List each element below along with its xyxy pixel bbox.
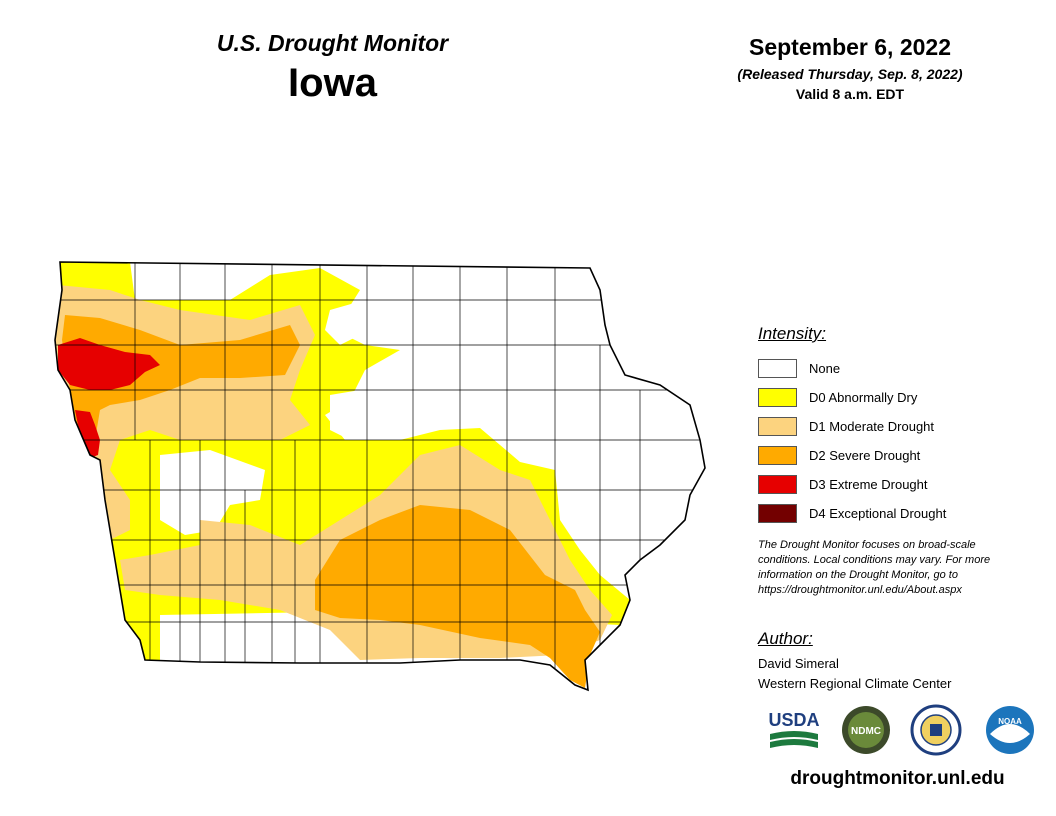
legend-item-d3: D3 Extreme Drought	[758, 470, 1048, 499]
date-block: September 6, 2022 (Released Thursday, Se…	[700, 34, 1000, 102]
ndmc-logo-text: NDMC	[851, 726, 881, 737]
legend-heading: Intensity:	[758, 324, 827, 343]
legend-label-d0: D0 Abnormally Dry	[809, 390, 918, 405]
legend: Intensity: None D0 Abnormally Dry D1 Mod…	[758, 324, 1048, 528]
legend-swatch-d4	[758, 504, 797, 523]
commerce-seal-logo	[910, 704, 962, 756]
partner-logos: USDA NDMC NOAA	[766, 704, 1046, 762]
note-link[interactable]: https://droughtmonitor.unl.edu/About.asp…	[758, 584, 962, 596]
d2-zone-southeast	[315, 505, 600, 688]
ndmc-logo: NDMC	[842, 706, 890, 754]
title-block: U.S. Drought Monitor Iowa	[190, 30, 475, 106]
author-name: David Simeral	[758, 656, 839, 671]
noaa-logo-text: NOAA	[998, 717, 1022, 726]
none-hole-north	[325, 300, 365, 345]
state-title: Iowa	[288, 61, 377, 105]
legend-item-none: None	[758, 354, 1048, 383]
footer-url[interactable]: droughtmonitor.unl.edu	[790, 768, 1005, 789]
legend-label-d1: D1 Moderate Drought	[809, 419, 935, 434]
legend-swatch-none	[758, 359, 797, 378]
none-hole-north-central	[330, 390, 375, 440]
legend-item-d4: D4 Exceptional Drought	[758, 499, 1048, 528]
none-hole-south	[160, 612, 335, 665]
d2-zone-north	[62, 315, 300, 440]
valid-time: Valid 8 a.m. EDT	[795, 86, 905, 102]
note-line-2: conditions. Local conditions may vary. F…	[758, 554, 991, 566]
none-hole-central	[160, 450, 265, 535]
usda-logo-text: USDA	[768, 710, 819, 730]
author-org: Western Regional Climate Center	[758, 676, 952, 691]
legend-swatch-d0	[758, 388, 797, 407]
legend-item-d2: D2 Severe Drought	[758, 441, 1048, 470]
note-line-1: The Drought Monitor focuses on broad-sca…	[758, 539, 976, 551]
iowa-state-outline	[54, 261, 706, 692]
legend-swatch-d2	[758, 446, 797, 465]
map-date: September 6, 2022	[748, 34, 951, 60]
legend-swatch-d1	[758, 417, 797, 436]
legend-label-d2: D2 Severe Drought	[809, 448, 921, 463]
legend-label-d3: D3 Extreme Drought	[809, 477, 928, 492]
note-line-3: information on the Drought Monitor, go t…	[758, 569, 958, 581]
legend-label-d4: D4 Exceptional Drought	[809, 506, 947, 521]
author-heading: Author:	[758, 629, 813, 648]
legend-item-d0: D0 Abnormally Dry	[758, 383, 1048, 412]
release-date: (Released Thursday, Sep. 8, 2022)	[737, 66, 963, 82]
monitor-title: U.S. Drought Monitor	[216, 30, 449, 56]
d3-zone-west	[75, 410, 100, 458]
legend-swatch-d3	[758, 475, 797, 494]
d3-zone-northwest	[58, 338, 160, 390]
legend-label-none: None	[809, 361, 841, 376]
usda-logo: USDA	[768, 710, 820, 748]
legend-item-d1: D1 Moderate Drought	[758, 412, 1048, 441]
drought-monitor-note: The Drought Monitor focuses on broad-sca…	[758, 538, 1048, 598]
noaa-logo: NOAA	[986, 706, 1034, 754]
